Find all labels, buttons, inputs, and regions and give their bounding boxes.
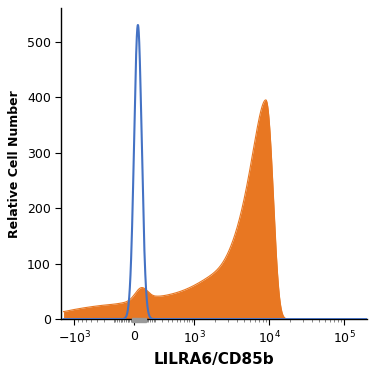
Y-axis label: Relative Cell Number: Relative Cell Number (8, 90, 21, 238)
X-axis label: LILRA6/CD85b: LILRA6/CD85b (154, 352, 274, 367)
Bar (132, 318, 146, 322)
